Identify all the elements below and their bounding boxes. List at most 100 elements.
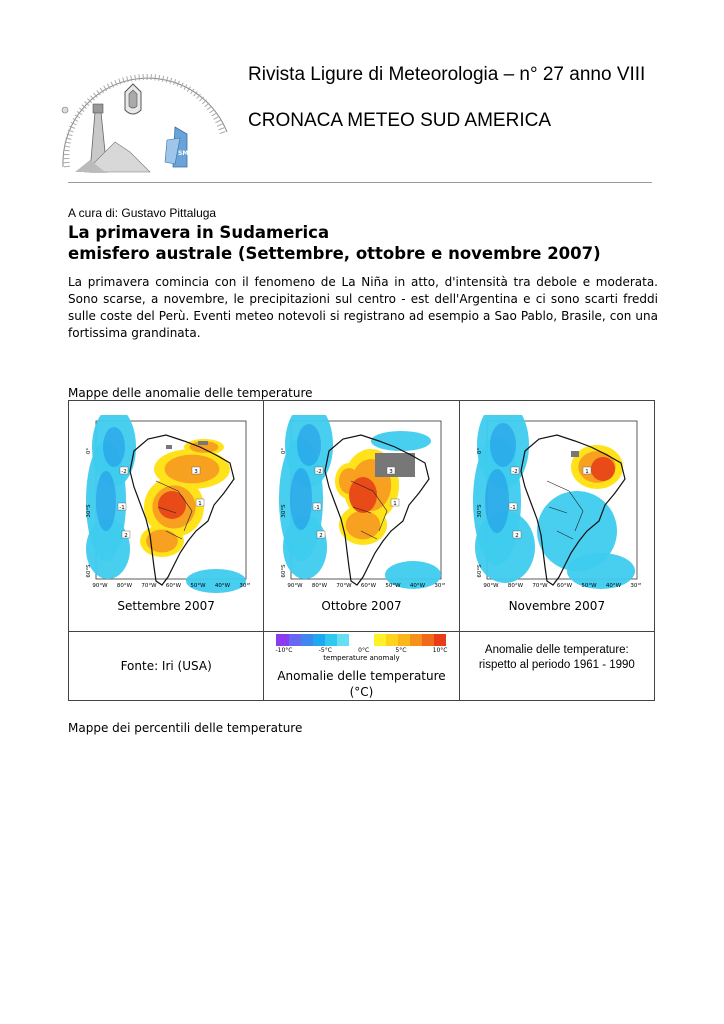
contour-label-box bbox=[121, 530, 131, 539]
header-divider bbox=[68, 182, 652, 183]
contour-label-box bbox=[119, 466, 129, 475]
longitude-label: 60°W bbox=[557, 583, 573, 589]
cold-core-area bbox=[297, 424, 322, 466]
page-title: Rivista Ligure di Meteorologia – n° 27 a… bbox=[248, 64, 646, 85]
contour-label-box bbox=[582, 466, 592, 475]
longitude-label: 90°W bbox=[483, 583, 499, 589]
longitude-label: 70°W bbox=[142, 583, 158, 589]
cold-anomaly-area bbox=[283, 515, 328, 579]
south-america-coastline bbox=[129, 434, 235, 586]
latitude-label: 60°S bbox=[86, 564, 92, 578]
latitude-label: 0° bbox=[477, 448, 483, 454]
scale-cell: -10°C -5°C 0°C 5°C 10°C temperature anom… bbox=[263, 631, 460, 701]
longitude-label: 70°W bbox=[532, 583, 548, 589]
contour-label-box bbox=[317, 530, 326, 539]
cold-anomaly-area bbox=[186, 569, 247, 593]
country-borders bbox=[546, 480, 584, 540]
contour-label: -2 bbox=[317, 469, 322, 475]
longitude-label: 90°W bbox=[288, 583, 304, 589]
logo-badge: SMI bbox=[178, 150, 191, 157]
hot-core-area bbox=[590, 457, 615, 481]
contour-label: 2 bbox=[124, 533, 128, 539]
country-borders bbox=[156, 480, 193, 540]
color-scale: -10°C -5°C 0°C 5°C 10°C temperature anom… bbox=[273, 634, 449, 662]
article-author: A cura di: Gustavo Pittaluga bbox=[68, 206, 217, 220]
contour-label: 2 bbox=[320, 533, 324, 539]
contour-label-box bbox=[387, 466, 396, 475]
map-caption: Settembre 2007 bbox=[117, 599, 215, 613]
map-cell-november: -2 -1 2 1 0° 30°S 60°S 90°W 80°W 70°W 60°W 50°W 40°W… bbox=[458, 400, 656, 632]
contour-label: 3 bbox=[390, 469, 394, 475]
scale-tick: 10°C bbox=[432, 647, 448, 654]
map-caption: Novembre 2007 bbox=[508, 599, 606, 613]
missing-data-area bbox=[166, 445, 173, 449]
contour-label: 2 bbox=[515, 533, 519, 539]
latitude-label: 60°S bbox=[281, 564, 287, 578]
scale-tick: 5°C bbox=[395, 647, 407, 654]
contour-label-box bbox=[512, 530, 522, 539]
cold-core-area bbox=[484, 469, 509, 533]
cold-anomaly-area bbox=[566, 553, 635, 589]
scale-unit: temperature anomaly bbox=[323, 654, 400, 662]
latitude-label: 30°S bbox=[281, 504, 287, 518]
contour-label-box bbox=[315, 466, 324, 475]
missing-data-area bbox=[570, 451, 579, 457]
longitude-label: 50°W bbox=[581, 583, 597, 589]
contour-label: -1 bbox=[119, 505, 124, 511]
hot-core-area bbox=[349, 477, 378, 513]
country-borders bbox=[351, 480, 388, 540]
cold-core-area bbox=[489, 423, 516, 467]
warm-core-area bbox=[346, 510, 381, 540]
section-percentiles-label: Mappe dei percentili delle temperature bbox=[68, 721, 303, 735]
missing-data-area bbox=[198, 441, 209, 445]
longitude-label: 80°W bbox=[117, 583, 133, 589]
cold-anomaly-area bbox=[474, 511, 535, 583]
contour-label-box bbox=[510, 466, 520, 475]
longitude-label: 40°W bbox=[410, 583, 426, 589]
contour-label: 1 bbox=[585, 469, 589, 475]
longitude-label: 40°W bbox=[215, 583, 231, 589]
legend-line2: rispetto al periodo 1961 - 1990 bbox=[478, 659, 635, 671]
scale-tick: -10°C bbox=[275, 647, 293, 654]
page-subtitle: CRONACA METEO SUD AMERICA bbox=[248, 110, 551, 131]
cold-core-area bbox=[96, 471, 117, 531]
longitude-label: 80°W bbox=[312, 583, 328, 589]
contour-label: 3 bbox=[194, 469, 198, 475]
color-scale-bar bbox=[276, 634, 447, 646]
legend-text: Anomalie delle temperature: rispetto al … bbox=[460, 643, 654, 673]
contour-label-box bbox=[191, 466, 201, 475]
longitude-label: 30°W bbox=[630, 583, 641, 589]
smi-logo: SMI bbox=[55, 72, 235, 180]
longitude-label: 50°W bbox=[191, 583, 207, 589]
scale-tick: 0°C bbox=[358, 647, 370, 654]
map-cell-october: -2 -1 2 3 1 0° 30°S 60°S 90°W 80°W 70°W 60°W 50°W 40°… bbox=[263, 400, 460, 632]
contour-label: -2 bbox=[512, 469, 517, 475]
longitude-label: 50°W bbox=[386, 583, 402, 589]
warm-core-area bbox=[146, 529, 178, 553]
cold-anomaly-area bbox=[536, 491, 617, 571]
contour-label: -1 bbox=[315, 505, 320, 511]
color-scale-ticks: -10°C -5°C 0°C 5°C 10°C bbox=[275, 647, 447, 654]
warm-core-area bbox=[189, 441, 219, 453]
contour-label-box bbox=[117, 502, 127, 511]
longitude-label: 30°W bbox=[240, 583, 251, 589]
south-america-coastline bbox=[520, 434, 626, 586]
anomaly-map-november: -2 -1 2 1 0° 30°S 60°S90°W 80°W 70°W 60°W 50°W 40°W… bbox=[472, 415, 641, 589]
anomaly-map-september: -2 -1 2 3 1 0° 30°S 60°S90°W 80°W 70°W 60°W 50°W 40°… bbox=[86, 415, 251, 593]
south-america-coastline bbox=[324, 434, 431, 586]
latitude-label: 0° bbox=[281, 448, 287, 454]
cold-anomaly-area bbox=[371, 431, 432, 451]
legend-line1: Anomalie delle temperature: bbox=[484, 644, 629, 656]
anomaly-maps-table: -2 -1 2 3 1 0° 30°S 60°S 90°W 80°W 70°W 60°W 50°W 40°… bbox=[67, 400, 656, 701]
latitude-label: 30°S bbox=[477, 504, 483, 518]
scale-tick: -5°C bbox=[318, 647, 332, 654]
latitude-label: 0° bbox=[86, 448, 92, 454]
article-title-line1: La primavera in Sudamerica bbox=[68, 223, 330, 242]
longitude-label: 30°W bbox=[435, 583, 446, 589]
longitude-label: 40°W bbox=[606, 583, 622, 589]
article-intro: La primavera comincia con il fenomeno de… bbox=[68, 275, 658, 340]
longitude-label: 70°W bbox=[337, 583, 353, 589]
latitude-label: 60°S bbox=[477, 564, 483, 578]
contour-label: -1 bbox=[510, 505, 515, 511]
article-title: La primavera in Sudamerica emisfero aust… bbox=[68, 222, 601, 264]
